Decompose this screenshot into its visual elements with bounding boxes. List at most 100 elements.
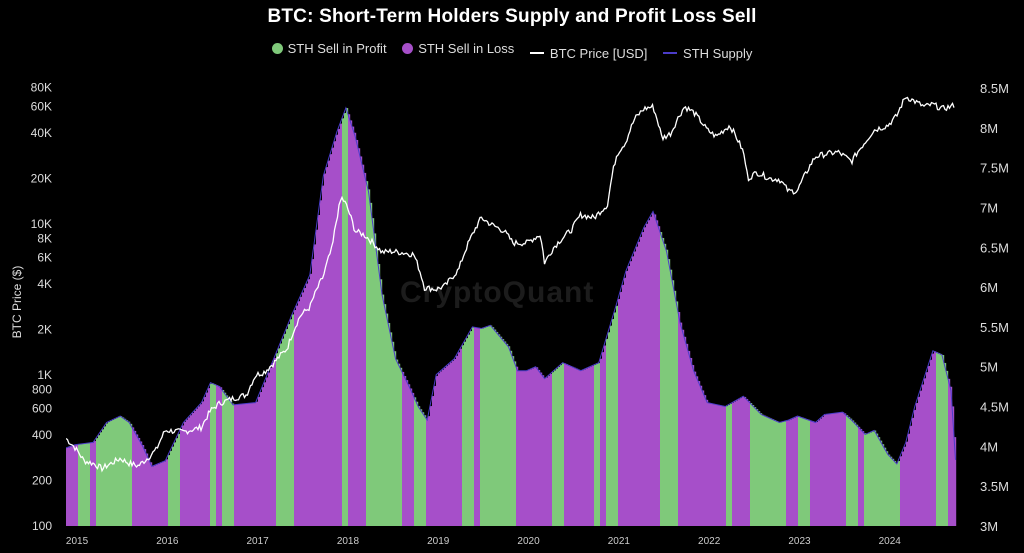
supply-bar-loss <box>152 466 155 526</box>
legend-item-sth-supply[interactable]: STH Supply <box>663 46 752 61</box>
supply-bar-loss <box>540 372 543 526</box>
supply-bar-loss <box>702 390 705 526</box>
supply-bar-loss <box>690 357 693 526</box>
supply-bar-loss <box>246 403 249 526</box>
supply-bar-profit <box>400 367 403 526</box>
supply-bar-loss <box>450 362 453 526</box>
supply-bar-loss <box>474 327 477 526</box>
supply-bar-loss <box>582 370 585 526</box>
supply-bar-loss <box>186 419 189 526</box>
supply-bar-loss <box>682 329 685 526</box>
supply-bar-loss <box>302 292 305 526</box>
legend-item-btc-price[interactable]: BTC Price [USD] <box>529 46 647 61</box>
supply-bar-profit <box>344 113 347 526</box>
supply-bar-profit <box>472 327 475 526</box>
supply-bar-loss <box>528 370 531 526</box>
supply-bar-profit <box>730 403 733 526</box>
supply-bar-profit <box>856 424 859 526</box>
supply-bar-loss <box>826 414 829 526</box>
supply-bar-loss <box>476 327 479 526</box>
supply-bar-profit <box>562 363 565 526</box>
supply-bar-loss <box>304 287 307 526</box>
supply-bar-loss <box>794 417 797 526</box>
supply-bar-loss <box>412 392 415 526</box>
supply-bar-profit <box>662 237 665 526</box>
supply-bar-loss <box>536 367 539 526</box>
right-tick-label: 8.5M <box>980 81 1009 96</box>
supply-bar-loss <box>194 410 197 526</box>
supply-bar-loss <box>746 398 749 526</box>
supply-bar-profit <box>172 446 175 526</box>
supply-bar-loss <box>242 403 245 526</box>
supply-bar-profit <box>752 405 755 526</box>
x-tick-label: 2015 <box>66 536 89 547</box>
supply-bar-loss <box>148 457 151 526</box>
supply-bar-profit <box>668 259 671 526</box>
supply-bar-profit <box>898 460 901 526</box>
supply-bar-loss <box>520 370 523 526</box>
supply-bar-profit <box>86 443 89 526</box>
supply-bar-profit <box>560 365 563 526</box>
supply-bar-loss <box>900 456 903 526</box>
supply-bar-profit <box>96 438 99 526</box>
supply-bar-profit <box>936 352 939 526</box>
supply-bar-loss <box>952 406 955 526</box>
supply-bar-profit <box>598 363 601 526</box>
supply-bar-loss <box>588 367 591 526</box>
supply-bar-profit <box>768 417 771 526</box>
supply-bar-loss <box>538 369 541 526</box>
supply-bar-loss <box>622 284 625 526</box>
supply-bar-loss <box>404 376 407 526</box>
supply-bar-loss <box>636 246 639 526</box>
supply-bar-profit <box>938 353 941 526</box>
supply-bar-profit <box>670 269 673 526</box>
supply-bar-loss <box>600 358 603 526</box>
supply-bar-loss <box>576 368 579 526</box>
supply-bar-profit <box>466 338 469 526</box>
supply-bar-loss <box>644 227 647 526</box>
supply-bar-profit <box>230 400 233 526</box>
supply-bar-profit <box>462 345 465 526</box>
supply-bar-profit <box>418 406 421 526</box>
supply-bar-loss <box>332 147 335 526</box>
supply-bar-loss <box>840 412 843 526</box>
supply-bar-loss <box>266 377 269 526</box>
supply-bar-loss <box>402 371 405 526</box>
legend-item-loss[interactable]: STH Sell in Loss <box>402 41 514 56</box>
supply-bar-profit <box>276 353 279 526</box>
supply-bar-profit <box>416 401 419 526</box>
supply-bar-loss <box>132 427 135 526</box>
right-tick-label: 3.5M <box>980 479 1009 494</box>
supply-bar-loss <box>686 343 689 526</box>
supply-bar-loss <box>264 382 267 526</box>
left-tick-label: 1K <box>37 368 52 382</box>
supply-bar-profit <box>894 460 897 526</box>
supply-bar-profit <box>872 431 875 526</box>
supply-bar-profit <box>176 438 179 526</box>
supply-bar-loss <box>354 132 357 526</box>
left-tick-label: 8K <box>37 232 52 246</box>
supply-bar-loss <box>630 261 633 526</box>
x-axis: 2015 2016 2017 2018 2019 2020 2021 2022 2023 2024 <box>66 536 901 547</box>
supply-bar-profit <box>168 455 171 526</box>
right-tick-label: 6.5M <box>980 240 1009 255</box>
left-tick-label: 600 <box>32 402 52 416</box>
supply-bar-loss <box>814 421 817 526</box>
supply-bar-loss <box>650 216 653 526</box>
supply-bar-loss <box>452 360 455 526</box>
supply-bar-profit <box>772 419 775 526</box>
supply-bar-loss <box>76 444 79 526</box>
supply-bar-loss <box>216 385 219 526</box>
supply-bar-loss <box>564 363 567 526</box>
supply-bar-profit <box>288 324 291 526</box>
right-tick-label: 5.5M <box>980 320 1009 335</box>
supply-bar-loss <box>824 414 827 526</box>
supply-bar-loss <box>926 372 929 526</box>
supply-bar-profit <box>342 118 345 526</box>
supply-bar-loss <box>328 160 331 526</box>
supply-bar-loss <box>656 220 659 526</box>
supply-bar-loss <box>950 386 953 526</box>
supply-bar-loss <box>920 390 923 526</box>
supply-bar-profit <box>394 351 397 526</box>
legend-item-profit[interactable]: STH Sell in Profit <box>271 41 387 56</box>
